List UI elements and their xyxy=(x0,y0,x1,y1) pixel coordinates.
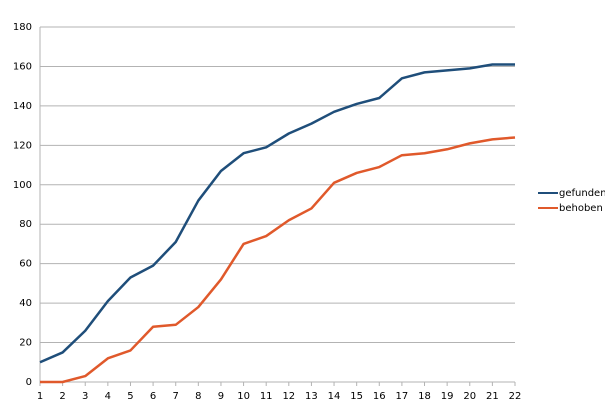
x-tick-label: 3 xyxy=(82,391,88,402)
x-tick-label: 18 xyxy=(418,391,431,402)
x-tick-label: 20 xyxy=(463,391,476,402)
y-tick-label: 180 xyxy=(13,22,32,33)
x-tick-label: 21 xyxy=(486,391,499,402)
x-tick-label: 12 xyxy=(282,391,295,402)
legend-label: behoben xyxy=(559,203,603,214)
x-tick-label: 5 xyxy=(127,391,133,402)
y-tick-label: 100 xyxy=(13,180,32,191)
x-tick-label: 16 xyxy=(373,391,386,402)
y-tick-label: 120 xyxy=(13,140,32,151)
x-tick-label: 14 xyxy=(328,391,341,402)
x-tick-label: 2 xyxy=(59,391,65,402)
y-tick-label: 140 xyxy=(13,101,32,112)
y-tick-label: 80 xyxy=(19,219,32,230)
series-line xyxy=(40,136,516,384)
y-tick-label: 20 xyxy=(19,338,32,349)
x-tick-label: 11 xyxy=(260,391,273,402)
x-tick-label: 7 xyxy=(173,391,179,402)
x-tick-label: 10 xyxy=(237,391,250,402)
x-tick-label: 22 xyxy=(509,391,522,402)
x-tick-label: 19 xyxy=(441,391,454,402)
legend-label: gefunden xyxy=(559,188,605,199)
series-line xyxy=(39,63,515,364)
y-tick-label: 160 xyxy=(13,61,32,72)
x-tick-label: 13 xyxy=(305,391,318,402)
y-tick-label: 0 xyxy=(26,377,32,388)
x-tick-label: 9 xyxy=(218,391,224,402)
x-tick-label: 15 xyxy=(350,391,363,402)
y-tick-label: 60 xyxy=(19,259,32,270)
x-tick-label: 6 xyxy=(150,391,156,402)
x-tick-label: 1 xyxy=(37,391,43,402)
x-tick-label: 4 xyxy=(105,391,111,402)
x-tick-label: 17 xyxy=(396,391,409,402)
x-tick-label: 8 xyxy=(195,391,201,402)
y-tick-label: 40 xyxy=(19,298,32,309)
